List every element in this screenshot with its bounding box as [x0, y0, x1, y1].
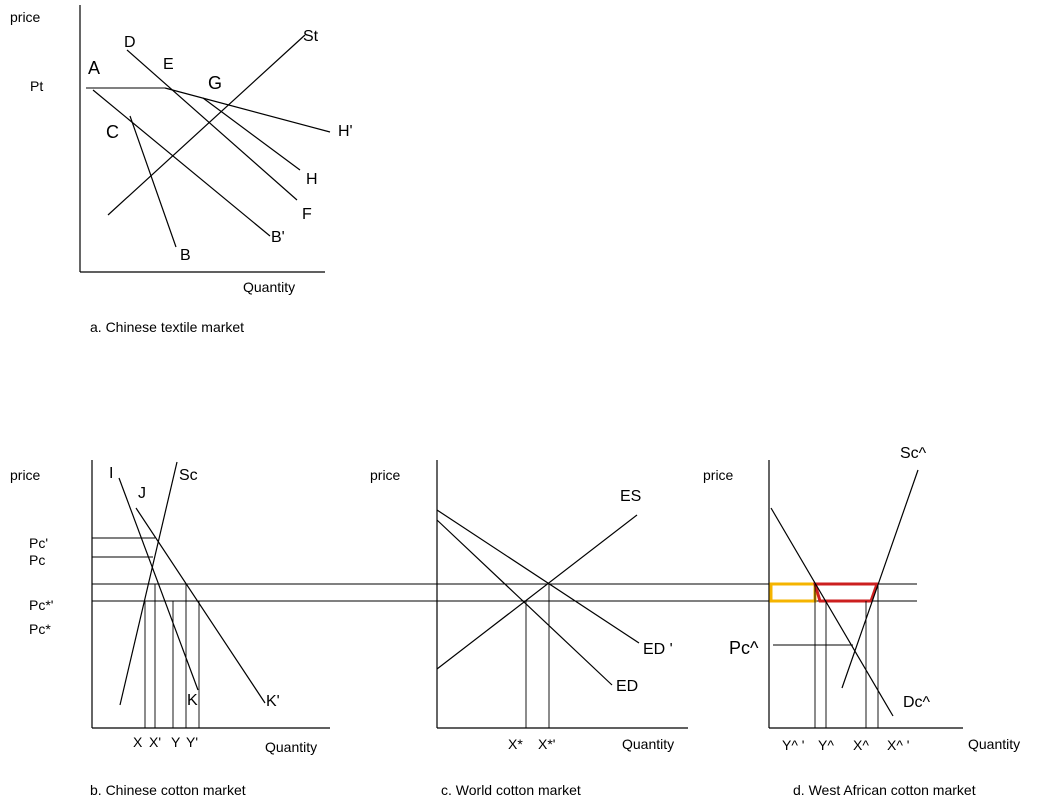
supply-curve-es [436, 514, 638, 670]
panel-a: price Quantity Pt A C B B' D E F G H H' … [10, 5, 353, 335]
point-label-sc: Sc [179, 467, 198, 484]
point-label-e: E [163, 56, 174, 73]
demand-curve-cb [129, 115, 177, 248]
demand-curve-ab-prime [92, 89, 271, 237]
demand-curve-ed [436, 519, 613, 686]
point-label-a: A [88, 58, 100, 78]
x-label-x: X [133, 734, 143, 750]
panel-d: price Quantity Pc^ Sc^ Dc^ Y^ ' Y^ X^ X^… [703, 445, 1020, 798]
x-label-y-hat-prime: Y^ ' [782, 737, 804, 753]
point-label-h: H [306, 171, 318, 188]
panel-b-caption: b. Chinese cotton market [90, 782, 246, 798]
point-label-st: St [303, 28, 319, 45]
point-label-sc-hat: Sc^ [900, 445, 927, 462]
demand-curve-dc [770, 507, 894, 717]
point-label-ed: ED [616, 678, 638, 695]
price-label-pc-prime: Pc' [29, 535, 48, 551]
point-label-g: G [208, 73, 222, 93]
panel-a-caption: a. Chinese textile market [90, 319, 244, 335]
demand-curve-ik [118, 477, 199, 691]
point-label-f: F [302, 206, 312, 223]
point-label-c: C [106, 122, 119, 142]
x-label-x-prime: X' [149, 734, 161, 750]
panel-c-caption: c. World cotton market [441, 782, 581, 798]
point-label-dc-hat: Dc^ [903, 694, 931, 711]
point-label-j: J [138, 485, 146, 502]
panel-d-caption: d. West African cotton market [793, 782, 976, 798]
yellow-welfare-area [769, 582, 817, 603]
price-label-pc-hat: Pc^ [729, 638, 759, 658]
x-label-x-hat-prime: X^ ' [887, 737, 909, 753]
panel-a-y-axis-label: price [10, 9, 41, 25]
x-label-y-prime: Y' [186, 734, 198, 750]
price-label-pt: Pt [30, 78, 43, 94]
supply-curve-sc [119, 461, 178, 706]
demand-curve-gh [202, 97, 301, 171]
red-welfare-area [812, 582, 880, 603]
point-label-es: ES [620, 488, 641, 505]
point-label-b: B [180, 247, 191, 264]
supply-curve-st [107, 34, 306, 216]
demand-curve-df [126, 49, 298, 201]
x-label-x-star-prime: X*' [538, 736, 555, 752]
x-label-y: Y [171, 734, 181, 750]
x-label-y-hat: Y^ [818, 737, 834, 753]
price-label-pc-star-prime: Pc*' [29, 597, 53, 613]
panel-c-x-axis-label: Quantity [622, 736, 674, 752]
panel-a-x-axis-label: Quantity [243, 279, 295, 295]
x-label-x-star: X* [508, 736, 523, 752]
demand-curve-eh-prime [164, 87, 331, 133]
panel-c-y-axis-label: price [370, 467, 401, 483]
point-label-d: D [124, 34, 136, 51]
point-label-i: I [109, 465, 113, 482]
demand-curve-jk-prime [135, 507, 266, 704]
panel-d-y-axis-label: price [703, 467, 734, 483]
demand-curve-ed-prime [436, 509, 640, 644]
point-label-k-prime: K' [266, 693, 280, 710]
supply-curve-sc-hat [841, 469, 919, 689]
panel-b: price Quantity Pc' Pc Pc*' Pc* I J Sc K … [10, 460, 330, 798]
point-label-k: K [187, 692, 198, 709]
point-label-b-prime: B' [271, 229, 285, 246]
panel-b-y-axis-label: price [10, 467, 41, 483]
point-label-ed-prime: ED ' [643, 641, 673, 658]
point-label-h-prime: H' [338, 123, 353, 140]
price-label-pc: Pc [29, 552, 45, 568]
panel-d-x-axis-label: Quantity [968, 736, 1020, 752]
x-label-x-hat: X^ [853, 737, 869, 753]
panel-b-x-axis-label: Quantity [265, 739, 317, 755]
panel-c: price Quantity ES ED ' ED X* X*' c. Worl… [370, 460, 688, 798]
price-label-pc-star: Pc* [29, 621, 51, 637]
